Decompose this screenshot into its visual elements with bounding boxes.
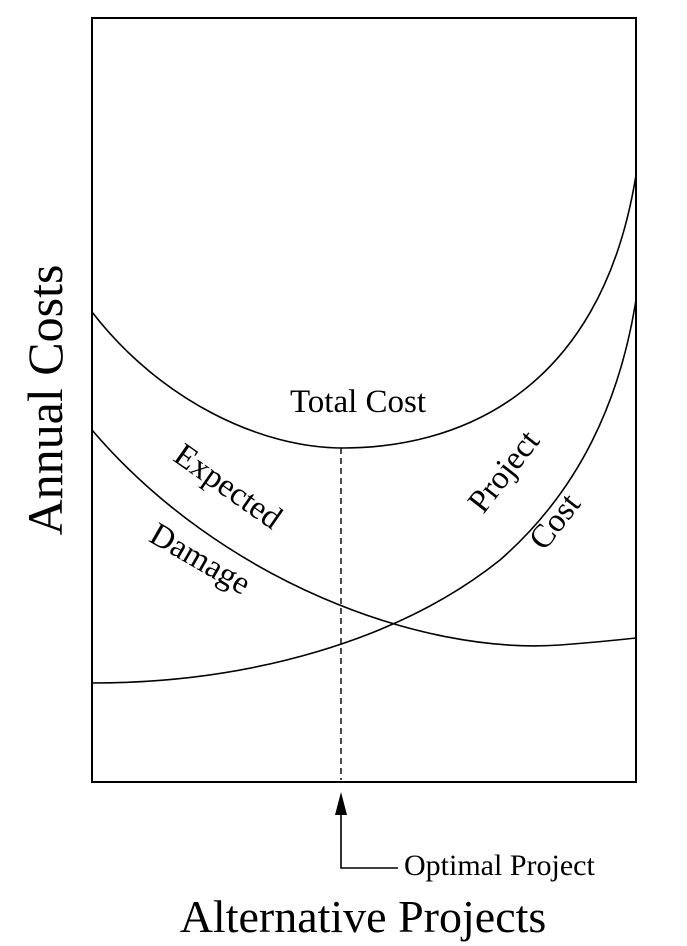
arrow-head bbox=[335, 792, 347, 815]
total-cost-curve bbox=[91, 174, 637, 449]
arrow-leader bbox=[340, 812, 398, 869]
project-cost-curve bbox=[91, 299, 637, 684]
damage-label-1: Expected bbox=[167, 437, 289, 537]
expected-damage-curve bbox=[91, 429, 637, 647]
project-label-2: Cost bbox=[522, 487, 588, 557]
plot-frame bbox=[91, 17, 637, 783]
x-axis-label: Alternative Projects bbox=[180, 891, 547, 942]
y-axis-label: Annual Costs bbox=[17, 265, 73, 536]
annotation: Optimal Project bbox=[404, 849, 595, 882]
project-label-1: Project bbox=[461, 424, 547, 520]
total-cost-label: Total Cost bbox=[290, 384, 426, 420]
